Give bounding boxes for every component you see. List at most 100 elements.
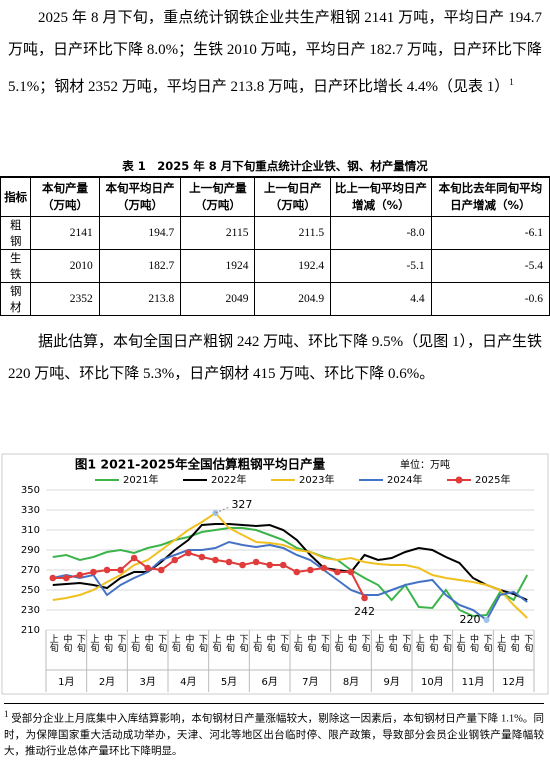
x-tick-label: 下旬: [156, 634, 167, 653]
series-marker: [334, 568, 341, 576]
x-tick-label: 中旬: [509, 633, 520, 653]
series-line: [52, 523, 528, 601]
header-cell: 上一旬日产（万吨）: [254, 176, 332, 217]
series-marker: [144, 564, 151, 572]
paragraph: 2025 年 8 月下旬，重点统计钢铁企业共生产粗钢 2141 万吨，平均日产 …: [8, 2, 542, 103]
table: 指标 本旬产量（万吨） 本旬平均日产（万吨） 上一旬产量（万吨） 上一旬日产（万吨） 比上…: [0, 176, 550, 316]
x-tick-label: 下旬: [278, 634, 289, 653]
y-tick-label: 350: [21, 485, 40, 496]
header-cell: 本旬产量（万吨）: [30, 176, 100, 217]
x-tick-label: 下旬: [441, 634, 452, 653]
month-label: 5月: [221, 676, 237, 688]
month-label: 1月: [58, 676, 74, 688]
series-marker: [239, 561, 246, 569]
cell: 204.9: [254, 282, 332, 316]
series-marker: [63, 574, 70, 582]
x-tick-label: 下旬: [400, 634, 411, 653]
series-marker: [157, 566, 165, 574]
note-mark: 1: [509, 77, 514, 87]
series-marker: [252, 558, 260, 566]
cell: 192.4: [254, 249, 332, 283]
month-label: 2月: [99, 676, 115, 688]
y-tick-label: 310: [21, 525, 40, 536]
month-label: 9月: [383, 676, 399, 688]
month-label: 3月: [139, 676, 155, 688]
footnote-text: 受部分企业上月底集中入库结算影响，本旬钢材日产量涨幅较大，剔除这一因素后，本旬钢…: [4, 713, 545, 757]
y-tick-label: 330: [21, 505, 40, 516]
annotation: 242: [354, 605, 375, 618]
series-line: [52, 527, 529, 618]
x-tick-label: 上旬: [414, 634, 425, 653]
series-line: [52, 540, 528, 622]
series-marker: [293, 568, 301, 576]
header-cell: 本旬比去年同旬平均日产增减（%）: [430, 176, 550, 217]
legend-label: 2024年: [387, 473, 422, 486]
x-tick-label: 中旬: [265, 633, 276, 653]
table-row: 钢材 2352 213.8 2049 204.9 4.4 -0.6: [0, 282, 550, 316]
series-marker: [90, 568, 97, 576]
y-tick-label: 270: [21, 565, 40, 576]
series-marker: [198, 553, 206, 561]
x-tick-label: 中旬: [224, 633, 235, 653]
cell: 182.7: [98, 249, 182, 283]
month-label: 10月: [421, 676, 444, 688]
x-tick-label: 下旬: [482, 634, 493, 653]
y-tick-label: 250: [21, 585, 40, 596]
legend-marker: [455, 476, 463, 484]
x-tick-label: 中旬: [102, 633, 113, 653]
cell: 2115: [180, 216, 256, 250]
x-tick-label: 下旬: [116, 634, 127, 653]
paragraph: 据此估算，本旬全国日产粗钢 242 万吨、环比下降 9.5%（见图 1），日产生…: [8, 334, 542, 382]
series-marker: [212, 556, 219, 564]
footnote: 1 受部分企业上月底集中入库结算影响，本旬钢材日产量涨幅较大，剔除这一因素后，本…: [4, 703, 544, 760]
series-marker: [347, 568, 355, 576]
annotation-leader: [215, 506, 230, 514]
x-tick-label: 下旬: [75, 634, 86, 653]
x-tick-label: 上旬: [332, 634, 343, 653]
x-tick-label: 上旬: [292, 634, 303, 653]
y-tick-label: 290: [21, 545, 40, 556]
y-tick-label: 210: [21, 625, 40, 636]
cell: 1924: [180, 249, 256, 283]
cell: 粗钢: [0, 216, 32, 250]
legend-label: 2021年: [123, 473, 158, 486]
cell: 213.8: [98, 282, 182, 316]
x-tick-label: 下旬: [319, 634, 330, 653]
chart-frame: [1, 453, 549, 695]
series-marker: [185, 549, 192, 557]
table-row: 生铁 2010 182.7 1924 192.4 -5.1 -5.4: [0, 249, 550, 283]
footnote-mark: 1: [4, 709, 9, 719]
series-marker: [307, 566, 314, 574]
month-label: 7月: [302, 676, 318, 688]
x-tick-label: 中旬: [468, 633, 479, 653]
chart: 图1 2021-2025年全国估算粗钢平均日产量 单位：万吨 210 230 250…: [1, 453, 549, 695]
cell: -5.4: [430, 249, 550, 283]
cell: -8.0: [330, 216, 432, 250]
x-tick-label: 中旬: [183, 633, 194, 653]
text: 2025 年 8 月下旬，重点统计钢铁企业共生产粗钢 2141 万吨，平均日产 …: [8, 10, 542, 95]
table-row: 粗钢 2141 194.7 2115 211.5 -8.0 -6.1: [0, 216, 550, 250]
x-tick-label: 中旬: [61, 633, 72, 653]
x-tick-label: 中旬: [305, 633, 316, 653]
annotation: 220: [460, 613, 481, 626]
series-marker: [76, 571, 84, 579]
series-marker: [103, 566, 111, 574]
series-marker: [266, 561, 273, 569]
x-tick-label: 下旬: [238, 634, 249, 653]
annotation-marker: [483, 617, 490, 623]
legend-label: 2025年: [475, 473, 510, 486]
x-tick-label: 上旬: [129, 634, 140, 653]
cell: 2010: [30, 249, 100, 283]
x-tick-label: 上旬: [48, 634, 59, 653]
month-label: 4月: [180, 676, 196, 688]
y-tick-label: 230: [21, 605, 40, 616]
x-tick-label: 下旬: [197, 634, 208, 653]
series-marker: [279, 561, 287, 569]
x-tick-label: 上旬: [88, 634, 99, 653]
x-tick-label: 上旬: [170, 634, 181, 653]
month-label: 6月: [261, 676, 277, 688]
chart-title: 图1 2021-2025年全国估算粗钢平均日产量: [75, 457, 326, 472]
x-tick-label: 上旬: [210, 634, 221, 653]
cell: -6.1: [430, 216, 550, 250]
unit-label: 单位：万吨: [400, 458, 450, 471]
